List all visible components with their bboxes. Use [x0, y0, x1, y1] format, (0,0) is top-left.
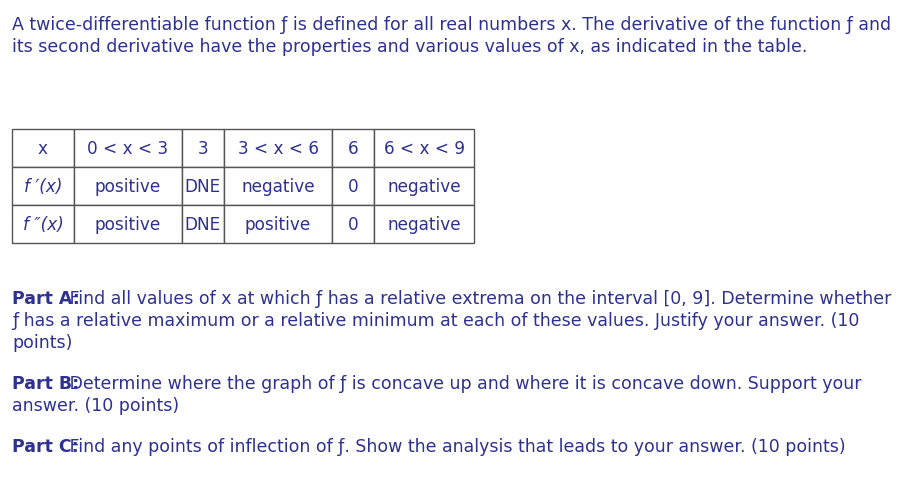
Text: 0 < x < 3: 0 < x < 3	[87, 140, 169, 158]
Text: f ′(x): f ′(x)	[24, 178, 63, 195]
Bar	[332, 130, 374, 168]
Bar	[182, 130, 224, 168]
Text: points): points)	[12, 333, 73, 351]
Text: answer. (10 points): answer. (10 points)	[12, 396, 179, 414]
Text: its second derivative have the properties and various values of x, as indicated : its second derivative have the propertie…	[12, 38, 807, 56]
Bar	[12, 168, 74, 205]
Text: A twice-differentiable function ƒ is defined for all real numbers x. The derivat: A twice-differentiable function ƒ is def…	[12, 16, 891, 34]
Text: negative: negative	[242, 178, 315, 195]
Text: 6: 6	[348, 140, 359, 158]
Text: positive: positive	[94, 215, 161, 233]
Bar	[74, 205, 182, 243]
Text: 3: 3	[198, 140, 208, 158]
Bar	[12, 205, 74, 243]
Text: Find all values of x at which ƒ has a relative extrema on the interval [0, 9]. D: Find all values of x at which ƒ has a re…	[64, 290, 892, 308]
Text: DNE: DNE	[185, 178, 222, 195]
Text: 0: 0	[348, 215, 359, 233]
Bar	[12, 130, 74, 168]
Bar	[374, 130, 474, 168]
Bar	[74, 168, 182, 205]
Bar	[224, 130, 332, 168]
Text: 0: 0	[348, 178, 359, 195]
Text: ƒ has a relative maximum or a relative minimum at each of these values. Justify : ƒ has a relative maximum or a relative m…	[12, 312, 859, 329]
Text: 6 < x < 9: 6 < x < 9	[383, 140, 465, 158]
Bar	[182, 205, 224, 243]
Text: Part B:: Part B:	[12, 374, 79, 392]
Bar	[74, 130, 182, 168]
Text: f ″(x): f ″(x)	[23, 215, 64, 233]
Bar	[182, 168, 224, 205]
Text: 3 < x < 6: 3 < x < 6	[238, 140, 319, 158]
Bar	[332, 168, 374, 205]
Text: negative: negative	[387, 178, 461, 195]
Bar	[224, 168, 332, 205]
Text: negative: negative	[387, 215, 461, 233]
Text: Part A:: Part A:	[12, 290, 80, 308]
Bar	[332, 205, 374, 243]
Bar	[224, 205, 332, 243]
Bar	[374, 168, 474, 205]
Text: Find any points of inflection of ƒ. Show the analysis that leads to your answer.: Find any points of inflection of ƒ. Show…	[64, 437, 845, 455]
Text: Part C:: Part C:	[12, 437, 79, 455]
Text: positive: positive	[94, 178, 161, 195]
Text: DNE: DNE	[185, 215, 222, 233]
Text: positive: positive	[245, 215, 311, 233]
Text: x: x	[38, 140, 48, 158]
Bar	[374, 205, 474, 243]
Text: Determine where the graph of ƒ is concave up and where it is concave down. Suppo: Determine where the graph of ƒ is concav…	[64, 374, 862, 392]
